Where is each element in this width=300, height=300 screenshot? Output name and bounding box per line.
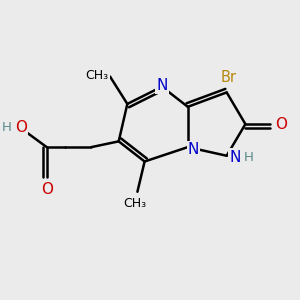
Text: Br: Br [221,70,237,85]
Text: CH₃: CH₃ [85,69,109,82]
Text: N: N [156,78,168,93]
Text: CH₃: CH₃ [123,197,146,210]
Text: O: O [15,120,27,135]
Text: O: O [41,182,53,197]
Text: O: O [275,117,287,132]
Text: H: H [244,151,254,164]
Text: H: H [2,121,11,134]
Text: N: N [188,142,199,157]
Text: N: N [229,150,240,165]
